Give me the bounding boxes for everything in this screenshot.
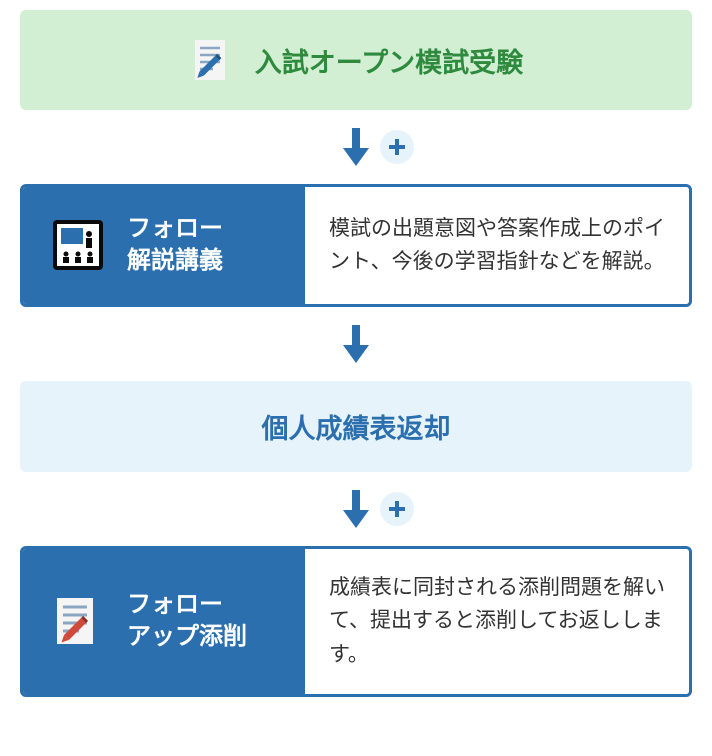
- step-report-return-title: 個人成績表返却: [262, 407, 451, 446]
- step-report-return: 個人成績表返却: [20, 381, 692, 472]
- tablet-lecture-icon: [47, 214, 109, 276]
- plus-icon: [380, 492, 414, 526]
- arrow-connector-3: [20, 472, 692, 546]
- step-exam: 入試オープン模試受験: [20, 10, 692, 110]
- document-pencil-red-icon: [47, 590, 109, 652]
- arrow-down-icon: [343, 490, 369, 528]
- arrow-connector-2: [20, 307, 692, 381]
- step-follow-lecture-title: フォロー 解説講義: [127, 213, 223, 278]
- step-follow-lecture-left: フォロー 解説講義: [23, 187, 305, 304]
- plus-icon: [380, 130, 414, 164]
- arrow-connector-1: [20, 110, 692, 184]
- step-exam-title: 入試オープン模試受験: [255, 41, 523, 80]
- step-follow-lecture: フォロー 解説講義 模試の出題意図や答案作成上のポイント、今後の学習指針などを解…: [20, 184, 692, 307]
- document-pencil-blue-icon: [189, 36, 237, 84]
- flow-container: 入試オープン模試受験: [20, 10, 692, 697]
- step-followup-correction-left: フォロー アップ添削: [23, 549, 305, 694]
- step-follow-lecture-desc: 模試の出題意図や答案作成上のポイント、今後の学習指針などを解説。: [305, 187, 689, 304]
- arrow-down-icon: [343, 325, 369, 363]
- step-followup-correction-desc: 成績表に同封される添削問題を解いて、提出すると添削してお返しします。: [305, 549, 689, 694]
- step-followup-correction: フォロー アップ添削 成績表に同封される添削問題を解いて、提出すると添削してお返…: [20, 546, 692, 697]
- step-followup-correction-title: フォロー アップ添削: [127, 589, 247, 654]
- arrow-down-icon: [343, 128, 369, 166]
